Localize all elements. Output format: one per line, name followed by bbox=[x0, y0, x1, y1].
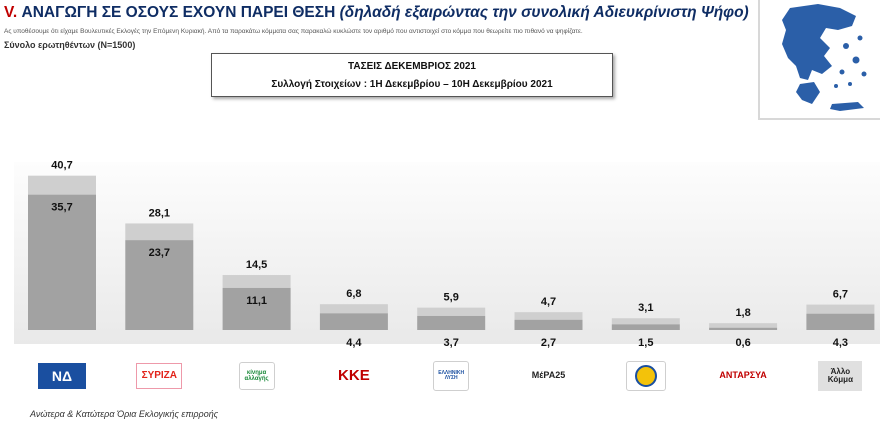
nd-logo-text: ΝΔ bbox=[51, 367, 73, 384]
bar-upper-2 bbox=[125, 223, 194, 241]
page-title: V. ΑΝΑΓΩΓΗ ΣΕ ΟΣΟΥΣ ΕΧΟΥΝ ΠΑΡΕΙ ΘΕΣΗ (δη… bbox=[4, 4, 749, 22]
bar-upper-3 bbox=[222, 275, 291, 288]
bar-lower-2 bbox=[125, 240, 194, 330]
label-lower-4: 4,4 bbox=[346, 337, 362, 349]
label-upper-4: 6,8 bbox=[346, 288, 361, 300]
bar-upper-4 bbox=[319, 304, 388, 314]
bar-upper-6 bbox=[514, 312, 583, 320]
label-upper-6: 4,7 bbox=[541, 296, 556, 308]
bar-upper-7 bbox=[611, 318, 680, 325]
info-box-period: ΤΑΣΕΙΣ ΔΕΚΕΜΒΡΙΟΣ 2021 bbox=[348, 61, 476, 72]
greece-map-icon bbox=[758, 0, 880, 120]
label-upper-5: 5,9 bbox=[444, 292, 459, 304]
nd-logo: ΝΔ bbox=[38, 363, 86, 389]
antarsya-logo: ΑΝΤΑΡΣΥΑ bbox=[713, 366, 774, 386]
label-upper-8: 1,8 bbox=[735, 307, 750, 319]
label-upper-7: 3,1 bbox=[638, 302, 653, 314]
kinal-logo-text: κίνημα αλλαγής bbox=[244, 369, 269, 382]
bar-lower-8 bbox=[709, 327, 778, 330]
elliniki-lysi-logo: ΕΛΛΗΝΙΚΗ ΛΥΣΗ bbox=[433, 361, 470, 391]
sample-size: Σύνολο ερωτηθέντων (Ν=1500) bbox=[4, 40, 136, 50]
greece-map-shape bbox=[782, 4, 867, 111]
other-party-label: Άλλο Κόμμα bbox=[818, 361, 863, 391]
bar-upper-5 bbox=[417, 307, 486, 316]
label-upper-3: 14,5 bbox=[246, 259, 267, 271]
title-parenthetical: (δηλαδή εξαιρώντας την συνολική Αδιευκρί… bbox=[339, 4, 749, 21]
bar-lower-6 bbox=[514, 319, 583, 330]
kinal-logo: κίνημα αλλαγής bbox=[238, 362, 275, 390]
bar-lower-9 bbox=[806, 313, 875, 330]
bar-lower-4 bbox=[319, 313, 388, 330]
bar-lower-1 bbox=[28, 194, 96, 330]
info-box: ΤΑΣΕΙΣ ΔΕΚΕΜΒΡΙΟΣ 2021 Συλλογή Στοιχείων… bbox=[211, 53, 613, 97]
label-lower-1: 35,7 bbox=[51, 202, 72, 214]
mera25-logo: ΜέΡΑ25 bbox=[521, 365, 576, 387]
label-upper-2: 28,1 bbox=[149, 207, 170, 219]
antarsya-logo-text: ΑΝΤΑΡΣΥΑ bbox=[719, 370, 767, 381]
syriza-logo-text: ΣΥΡΙΖΑ bbox=[141, 369, 178, 381]
kke-logo: ΚΚΕ bbox=[330, 363, 377, 389]
kke-logo-text: ΚΚΕ bbox=[338, 367, 370, 385]
bar-upper-9 bbox=[806, 304, 875, 314]
label-lower-9: 4,3 bbox=[833, 337, 848, 349]
label-lower-5: 3,7 bbox=[444, 337, 459, 349]
bar-lower-5 bbox=[417, 315, 486, 330]
label-lower-3: 11,1 bbox=[246, 295, 267, 307]
label-upper-9: 6,7 bbox=[833, 289, 848, 301]
label-upper-1: 40,7 bbox=[51, 160, 72, 172]
ellines-logo bbox=[625, 361, 666, 391]
other-party-label-text: Άλλο Κόμμα bbox=[827, 366, 853, 384]
label-lower-7: 1,5 bbox=[638, 337, 653, 349]
syriza-logo: ΣΥΡΙΖΑ bbox=[136, 363, 183, 389]
label-lower-6: 2,7 bbox=[541, 337, 556, 349]
bar-upper-8 bbox=[709, 323, 778, 328]
bar-lower-7 bbox=[611, 324, 680, 330]
title-main: ΑΝΑΓΩΓΗ ΣΕ ΟΣΟΥΣ ΕΧΟΥΝ ΠΑΡΕΙ ΘΕΣΗ bbox=[21, 4, 336, 21]
ellines-emblem-icon bbox=[634, 365, 657, 387]
bar-upper-1 bbox=[28, 175, 96, 195]
label-lower-2: 23,7 bbox=[149, 247, 170, 259]
chart-footnote: Ανώτερα & Κατώτερα Όρια Εκλογικής επιρρο… bbox=[30, 409, 219, 419]
mera25-logo-text: ΜέΡΑ25 bbox=[531, 370, 566, 381]
info-box-dates: Συλλογή Στοιχείων : 1Η Δεκεμβρίου – 10Η … bbox=[271, 79, 553, 90]
bar-lower-3 bbox=[222, 287, 291, 330]
question-text: Ας υποθέσουμε ότι είχαμε Βουλευτικές Εκλ… bbox=[4, 28, 583, 35]
label-lower-8: 0,6 bbox=[735, 337, 750, 349]
title-number: V. bbox=[4, 4, 18, 21]
elliniki-lysi-logo-text: ΕΛΛΗΝΙΚΗ ΛΥΣΗ bbox=[438, 369, 465, 381]
